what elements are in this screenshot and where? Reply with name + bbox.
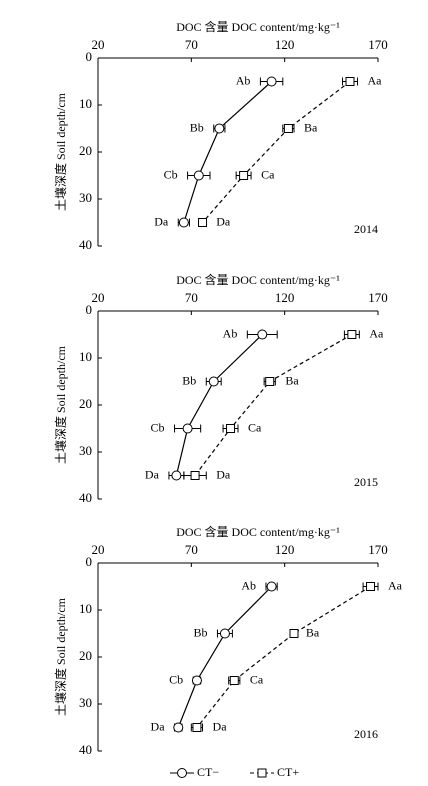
y-tick-label: 30 (79, 443, 92, 458)
point-label: Da (216, 214, 231, 228)
marker (208, 376, 219, 387)
point-label: Cb (169, 672, 183, 686)
point-label: Aa (388, 578, 403, 592)
point-label: Ca (261, 167, 275, 181)
x-tick-label: 170 (368, 37, 388, 52)
marker (192, 723, 202, 732)
marker (345, 77, 355, 86)
marker (191, 675, 202, 686)
point-label: Da (145, 467, 160, 481)
legend-label: CT− (197, 765, 219, 779)
point-label: Da (216, 467, 231, 481)
point-label: Cb (164, 167, 178, 181)
marker (347, 330, 357, 339)
y-tick-label: 20 (79, 143, 92, 158)
point-label: Ab (236, 73, 251, 87)
series-line (196, 585, 371, 728)
marker (229, 676, 239, 685)
annotation: 2014 (354, 222, 378, 236)
y-tick-label: 30 (79, 190, 92, 205)
y-tick-label: 10 (79, 601, 92, 616)
x-tick-label: 120 (275, 542, 295, 557)
point-label: Ab (241, 578, 256, 592)
legend-label: CT+ (277, 765, 299, 779)
y-tick-label: 40 (79, 237, 92, 252)
point-label: Bb (182, 373, 196, 387)
marker (178, 217, 189, 228)
marker (173, 722, 184, 733)
marker (289, 629, 299, 638)
x-tick-label: 70 (185, 290, 198, 305)
y-tick-label: 40 (79, 490, 92, 505)
y-tick-label: 20 (79, 648, 92, 663)
series-line (175, 334, 263, 476)
annotation: 2016 (354, 727, 378, 741)
series-line (183, 81, 273, 223)
y-tick-label: 40 (79, 742, 92, 757)
y-tick-label: 10 (79, 96, 92, 111)
marker (366, 582, 376, 591)
marker (257, 329, 268, 340)
y-tick-label: 30 (79, 695, 92, 710)
y-tick-label: 0 (86, 554, 93, 569)
x-tick-label: 170 (368, 542, 388, 557)
legend-marker (177, 768, 187, 778)
point-label: Bb (193, 625, 207, 639)
y-tick-label: 0 (86, 302, 93, 317)
point-label: Da (151, 719, 166, 733)
marker (190, 471, 200, 480)
point-label: Da (154, 214, 169, 228)
annotation: 2015 (354, 475, 378, 489)
y-tick-label: 10 (79, 349, 92, 364)
marker (193, 170, 204, 181)
marker (171, 470, 182, 481)
point-label: Bb (190, 120, 204, 134)
x-tick-label: 20 (92, 37, 105, 52)
series-line (194, 333, 353, 476)
point-label: Da (213, 719, 228, 733)
y-axis-label: 土壤深度 Soil depth/cm (53, 345, 68, 464)
point-label: Aa (367, 73, 382, 87)
point-label: Ca (248, 420, 262, 434)
point-label: Ab (223, 326, 238, 340)
series-line (202, 81, 351, 223)
x-tick-label: 70 (185, 37, 198, 52)
x-tick-label: 120 (275, 290, 295, 305)
y-tick-label: 0 (86, 49, 93, 64)
marker (266, 581, 277, 592)
y-axis-label: 土壤深度 Soil depth/cm (53, 597, 68, 716)
x-tick-label: 20 (92, 542, 105, 557)
x-axis-label: DOC 含量 DOC content/mg·kg⁻¹ (176, 19, 340, 34)
series-line (177, 586, 273, 728)
marker (266, 76, 277, 87)
legend-marker (257, 768, 267, 778)
point-label: Ba (306, 625, 320, 639)
point-label: Ca (250, 672, 264, 686)
marker (182, 423, 193, 434)
marker (214, 123, 225, 134)
x-tick-label: 170 (368, 290, 388, 305)
point-label: Aa (369, 326, 384, 340)
marker (219, 628, 230, 639)
marker (265, 377, 275, 386)
marker (226, 424, 236, 433)
x-tick-label: 20 (92, 290, 105, 305)
x-axis-label: DOC 含量 DOC content/mg·kg⁻¹ (176, 524, 340, 539)
point-label: Ba (285, 373, 299, 387)
point-label: Cb (151, 420, 165, 434)
x-tick-label: 120 (275, 37, 295, 52)
marker (283, 124, 293, 133)
point-label: Ba (304, 120, 318, 134)
marker (198, 218, 208, 227)
y-tick-label: 20 (79, 396, 92, 411)
x-tick-label: 70 (185, 542, 198, 557)
marker (239, 171, 249, 180)
y-axis-label: 土壤深度 Soil depth/cm (53, 92, 68, 211)
x-axis-label: DOC 含量 DOC content/mg·kg⁻¹ (176, 272, 340, 287)
